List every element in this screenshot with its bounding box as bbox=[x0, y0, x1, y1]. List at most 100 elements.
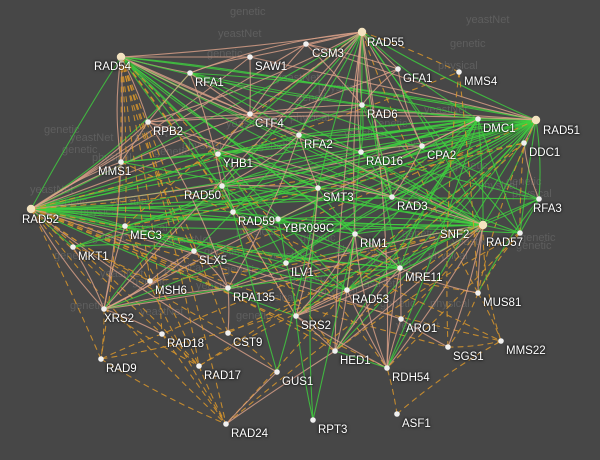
edge-physical bbox=[334, 267, 401, 352]
edge-physical bbox=[116, 56, 122, 163]
node-layer[interactable] bbox=[26, 27, 542, 427]
node-rfa1[interactable] bbox=[187, 70, 193, 76]
edge-physical bbox=[346, 289, 388, 369]
node-csm3[interactable] bbox=[303, 41, 309, 47]
node-cst9[interactable] bbox=[225, 330, 231, 336]
node-rpb2[interactable] bbox=[145, 119, 151, 125]
edge-physical bbox=[298, 134, 319, 189]
node-gfa1[interactable] bbox=[395, 66, 401, 72]
node-mre11[interactable] bbox=[397, 265, 403, 271]
node-rad57[interactable] bbox=[517, 230, 523, 236]
node-sgs1[interactable] bbox=[445, 344, 451, 350]
edge-physical bbox=[361, 31, 399, 70]
node-rad59[interactable] bbox=[230, 209, 236, 215]
edge-yeastnet bbox=[72, 243, 195, 252]
edge-yeastnet bbox=[277, 216, 484, 226]
edge-genetic bbox=[120, 56, 200, 367]
edge-yeastnet bbox=[361, 104, 484, 226]
edge-yeastnet bbox=[221, 185, 401, 269]
edge-physical bbox=[189, 56, 251, 74]
node-cpa2[interactable] bbox=[419, 143, 425, 149]
edge-yeastnet bbox=[221, 151, 362, 187]
edge-physical bbox=[249, 111, 537, 121]
node-ctf4[interactable] bbox=[247, 111, 253, 117]
node-hed1[interactable] bbox=[332, 348, 338, 354]
edge-genetic bbox=[120, 56, 336, 352]
edge-physical bbox=[523, 142, 540, 200]
edge-yeastnet bbox=[298, 134, 540, 200]
node-rad17[interactable] bbox=[196, 363, 202, 369]
edge-yeastnet bbox=[124, 118, 479, 227]
node-msh6[interactable] bbox=[147, 278, 153, 284]
node-rad3[interactable] bbox=[389, 194, 395, 200]
edge-yeastnet bbox=[221, 119, 537, 187]
node-rpt3[interactable] bbox=[310, 417, 316, 423]
edge-layer bbox=[30, 31, 541, 425]
edge-physical bbox=[120, 56, 149, 123]
edge-genetic bbox=[386, 367, 398, 415]
node-mms1[interactable] bbox=[118, 159, 124, 165]
edge-physical bbox=[147, 72, 191, 123]
node-rad18[interactable] bbox=[159, 331, 165, 337]
edge-physical bbox=[103, 308, 163, 335]
node-xrs2[interactable] bbox=[101, 306, 107, 312]
node-rad50[interactable] bbox=[219, 183, 225, 189]
node-mms4[interactable] bbox=[456, 69, 462, 75]
edge-physical bbox=[103, 250, 195, 310]
node-rad6[interactable] bbox=[359, 102, 365, 108]
node-mms22[interactable] bbox=[498, 338, 504, 344]
edge-physical bbox=[30, 208, 105, 310]
node-saw1[interactable] bbox=[247, 54, 253, 60]
edge-physical bbox=[227, 134, 300, 289]
edge-physical bbox=[30, 43, 307, 210]
edge-genetic bbox=[30, 208, 336, 352]
node-asf1[interactable] bbox=[394, 411, 400, 417]
node-rad9[interactable] bbox=[98, 356, 104, 362]
edge-physical bbox=[354, 233, 401, 269]
edge-genetic bbox=[482, 224, 502, 342]
node-rad55[interactable] bbox=[357, 27, 367, 37]
edge-genetic bbox=[334, 232, 521, 352]
node-rad24[interactable] bbox=[223, 421, 229, 427]
edge-genetic bbox=[386, 232, 521, 369]
node-ilv1[interactable] bbox=[283, 260, 289, 266]
edge-genetic bbox=[446, 71, 460, 348]
node-rad51[interactable] bbox=[531, 115, 541, 125]
edge-physical bbox=[386, 318, 402, 369]
node-ddc1[interactable] bbox=[521, 140, 527, 146]
edge-genetic bbox=[100, 56, 122, 360]
node-rad53[interactable] bbox=[344, 287, 350, 293]
edge-yeastnet bbox=[360, 104, 364, 153]
node-aro1[interactable] bbox=[398, 316, 404, 322]
node-ybr099c[interactable] bbox=[275, 216, 281, 222]
node-rpa135[interactable] bbox=[225, 285, 231, 291]
edge-yeastnet bbox=[477, 118, 484, 226]
node-rad52[interactable] bbox=[26, 204, 36, 214]
node-gus1[interactable] bbox=[274, 369, 280, 375]
node-mec3[interactable] bbox=[122, 223, 128, 229]
node-rfa3[interactable] bbox=[536, 196, 542, 202]
node-rfa2[interactable] bbox=[296, 132, 302, 138]
node-rad16[interactable] bbox=[358, 149, 364, 155]
node-yhb1[interactable] bbox=[215, 151, 221, 157]
node-dmc1[interactable] bbox=[475, 116, 481, 122]
node-rim1[interactable] bbox=[352, 231, 358, 237]
edge-yeastnet bbox=[124, 185, 223, 227]
node-mkt1[interactable] bbox=[70, 244, 76, 250]
node-snf2[interactable] bbox=[478, 220, 488, 230]
edge-genetic bbox=[361, 31, 479, 294]
node-srs2[interactable] bbox=[293, 313, 299, 319]
edge-physical bbox=[334, 289, 348, 352]
edge-yeastnet bbox=[193, 211, 234, 252]
edge-genetic bbox=[124, 225, 227, 425]
node-smt3[interactable] bbox=[315, 185, 321, 191]
edge-yeastnet bbox=[285, 118, 479, 264]
node-slx5[interactable] bbox=[191, 248, 197, 254]
edge-genetic bbox=[396, 340, 502, 415]
node-rdh54[interactable] bbox=[384, 365, 390, 371]
node-rad54[interactable] bbox=[116, 52, 126, 62]
edge-yeastnet bbox=[399, 118, 479, 269]
node-mus81[interactable] bbox=[475, 290, 481, 296]
